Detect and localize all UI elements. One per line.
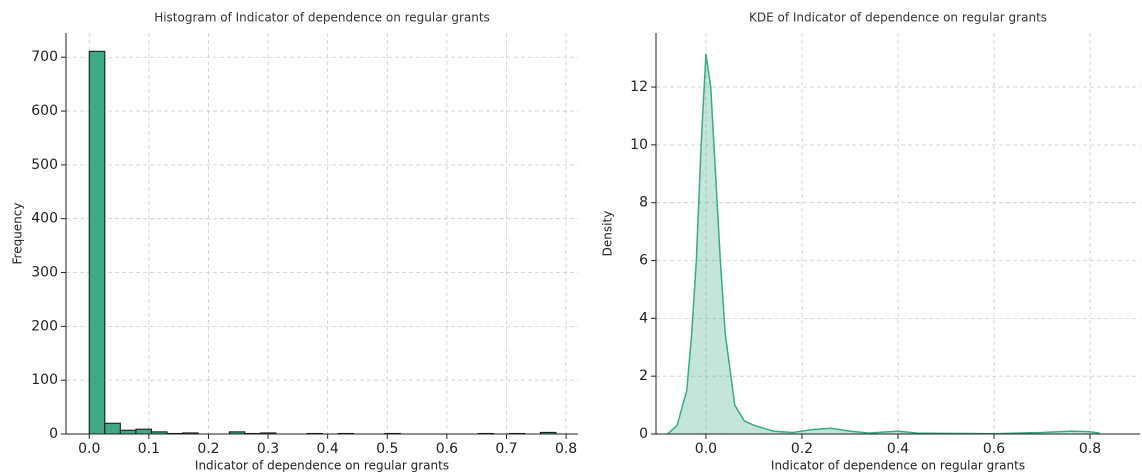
x-tick-label: 0.8 <box>555 441 577 457</box>
histogram-bar <box>88 50 106 435</box>
x-tick-label: 0.2 <box>791 441 813 457</box>
y-tick-label: 500 <box>31 157 58 173</box>
y-tick-label: 700 <box>31 49 58 65</box>
y-tick-label: 0 <box>639 426 648 442</box>
histogram-bar <box>119 429 137 435</box>
y-tick-label: 2 <box>639 368 648 384</box>
chart-title: Histogram of Indicator of dependence on … <box>154 11 490 25</box>
x-axis-label: Indicator of dependence on regular grant… <box>771 459 1025 473</box>
y-tick-label: 200 <box>31 318 58 334</box>
y-axis-label: Frequency <box>11 203 25 265</box>
x-tick-label: 0.4 <box>317 441 339 457</box>
y-tick-label: 300 <box>31 265 58 281</box>
x-tick-label: 0.2 <box>197 441 219 457</box>
x-tick-label: 0.6 <box>983 441 1005 457</box>
x-tick-label: 0.8 <box>1079 441 1101 457</box>
x-tick-label: 0.7 <box>495 441 517 457</box>
histogram-bar <box>135 428 152 435</box>
y-tick-label: 100 <box>31 372 58 388</box>
y-tick-label: 6 <box>639 253 648 269</box>
x-tick-label: 0.3 <box>257 441 279 457</box>
y-tick-label: 10 <box>630 137 648 153</box>
y-tick-label: 600 <box>31 103 58 119</box>
y-tick-label: 400 <box>31 211 58 227</box>
y-axis-label: Density <box>601 211 615 257</box>
x-tick-label: 0.0 <box>78 441 100 457</box>
y-tick-label: 0 <box>49 426 58 442</box>
x-tick-label: 0.0 <box>695 441 717 457</box>
x-tick-label: 0.5 <box>376 441 398 457</box>
kde-line <box>667 53 1100 435</box>
y-tick-label: 12 <box>630 79 648 95</box>
x-tick-label: 0.6 <box>436 441 458 457</box>
x-tick-label: 0.4 <box>887 441 909 457</box>
chart-title: KDE of Indicator of dependence on regula… <box>749 11 1047 25</box>
x-tick-label: 0.1 <box>138 441 160 457</box>
kde-area <box>667 53 1100 434</box>
x-axis-label: Indicator of dependence on regular grant… <box>195 459 449 473</box>
y-tick-label: 8 <box>639 195 648 211</box>
y-tick-label: 4 <box>639 310 648 326</box>
histogram-bar <box>104 422 121 435</box>
